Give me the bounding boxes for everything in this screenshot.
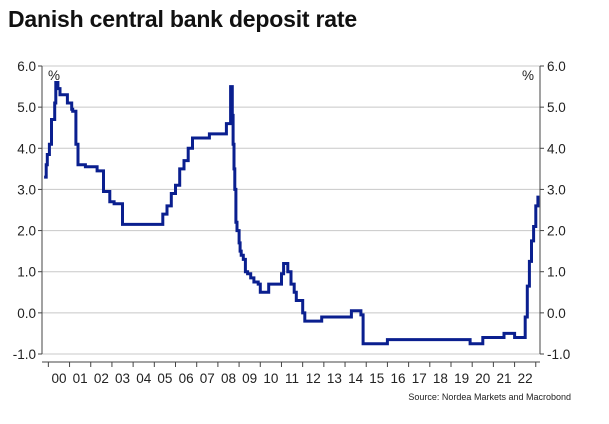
y-axis-right-ticks: 6.0 5.0 4.0 3.0 2.0 1.0 0.0 -1.0 — [547, 59, 570, 362]
y-tick-label-right: 3.0 — [547, 182, 566, 197]
gridlines — [42, 65, 540, 355]
y-tick-label-left: 4.0 — [17, 141, 36, 156]
y-tick-label-left: 3.0 — [17, 182, 36, 197]
y-tick-label-left: 5.0 — [17, 100, 36, 115]
x-tick-label: 16 — [391, 371, 406, 386]
y-tick-label-right: 1.0 — [547, 265, 566, 280]
x-axis-ticks: 00 01 02 03 04 05 06 07 08 09 10 11 12 13 14 15 16 17 18 19… — [51, 371, 532, 386]
chart-title: Danish central bank deposit rate — [8, 6, 357, 32]
x-tick-label: 09 — [242, 371, 257, 386]
x-tick-label: 18 — [433, 371, 448, 386]
x-tick-label: 08 — [221, 371, 236, 386]
series-line — [44, 81, 540, 346]
x-tick-label: 01 — [73, 371, 88, 386]
y-axis-left-ticks: 6.0 5.0 4.0 3.0 2.0 1.0 0.0 -1.0 — [13, 59, 36, 362]
x-tick-label: 10 — [263, 371, 278, 386]
y-tick-label-left: 2.0 — [17, 224, 36, 239]
x-tick-label: 04 — [136, 371, 152, 386]
y-tick-label-left: 1.0 — [17, 265, 36, 280]
y-unit-left: % — [48, 68, 60, 83]
x-tick-label: 19 — [454, 371, 469, 386]
x-tick-label: 03 — [115, 371, 130, 386]
x-tick-label: 02 — [94, 371, 109, 386]
x-tick-label: 14 — [348, 371, 364, 386]
y-tick-label-right: 4.0 — [547, 141, 566, 156]
x-tick-label: 11 — [285, 371, 299, 386]
y-tick-label-left: 6.0 — [17, 59, 36, 74]
x-tick-label: 00 — [51, 371, 66, 386]
y-tick-label-right: 0.0 — [547, 306, 566, 321]
source-note: Source: Nordea Markets and Macrobond — [408, 392, 571, 402]
y-tick-label-right: 2.0 — [547, 224, 566, 239]
x-tick-label: 17 — [412, 371, 427, 386]
x-tick-label: 12 — [306, 371, 321, 386]
x-tick-label: 20 — [475, 371, 490, 386]
x-tick-label: 13 — [327, 371, 342, 386]
x-tick-label: 06 — [179, 371, 194, 386]
x-tick-label: 22 — [518, 371, 533, 386]
y-tick-label-left: -1.0 — [13, 347, 36, 362]
axes — [38, 65, 544, 367]
x-tick-label: 15 — [369, 371, 384, 386]
y-tick-label-left: 0.0 — [17, 306, 36, 321]
x-tick-label: 05 — [157, 371, 172, 386]
y-unit-right: % — [522, 68, 534, 83]
x-tick-label: 21 — [496, 371, 511, 386]
x-tick-label: 07 — [200, 371, 215, 386]
y-tick-label-right: -1.0 — [547, 347, 570, 362]
y-tick-label-right: 6.0 — [547, 59, 566, 74]
deposit-rate-line — [44, 81, 540, 346]
y-tick-label-right: 5.0 — [547, 100, 566, 115]
